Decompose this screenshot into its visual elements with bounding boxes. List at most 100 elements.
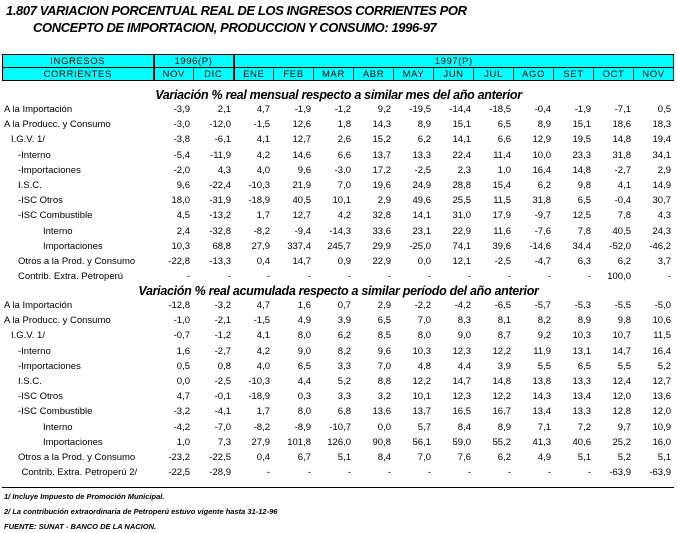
cell-value: 25,5 [452,195,472,207]
cell-value: 16,4 [652,345,672,357]
cell-value: 14,8 [572,164,592,176]
cell-value: -9,4 [294,225,311,237]
cell-value: 4,9 [537,451,551,463]
cell-value: -5,7 [534,300,551,311]
cell-value: 4,0 [256,360,270,372]
cell-value: -0,1 [214,391,231,403]
cell-value: 4,3 [657,210,671,222]
cell-value: 4,8 [417,360,431,372]
cell-value: 5,5 [617,360,631,372]
cell-value: 12,8 [612,406,632,418]
cell-value: 0,4 [256,451,270,463]
cell-value: -3,8 [173,134,190,146]
cell-value: 337,4 [287,240,311,252]
cell-value: 7,8 [577,225,591,237]
cell-value: -11,9 [210,149,231,161]
cell-value: 18,6 [612,119,632,131]
cell-value: 10,6 [652,315,672,327]
cell-value: 11,6 [493,225,511,237]
cell-value: 13,3 [572,406,592,418]
cell-value: 13,8 [532,375,552,387]
cell-value: 0,7 [337,300,351,311]
cell-value: 6,6 [337,149,351,161]
cell-value: 8,1 [497,315,511,327]
cell-value: 1,0 [497,164,511,176]
cell-value: 8,7 [497,330,511,342]
cell-value: 9,2 [537,330,551,342]
cell-value: 4,3 [217,164,231,176]
cell-value: -1,2 [214,330,231,342]
cell-value: - [307,271,311,283]
cell-value: 6,8 [337,406,351,418]
cell-value: 12,5 [572,210,592,222]
row-label: A la Producc. y Consumo [4,119,111,131]
cell-value: 24,3 [652,225,672,237]
row-label: I.S.C. [18,179,42,191]
cell-value: 12,3 [452,345,472,357]
footnote-1: 1/ Incluye Impuesto de Promoción Municip… [4,492,165,501]
cell-value: 34,4 [572,240,592,252]
cell-value: 15,1 [572,119,592,131]
cell-value: 23,3 [572,149,592,161]
cell-value: 12,3 [452,391,472,403]
title-line-1: 1.807 VARIACION PORCENTUAL REAL DE LOS I… [6,3,467,18]
cell-value: 4,5 [176,210,190,222]
cell-value: 16,5 [452,406,472,418]
source-note: FUENTE: SUNAT - BANCO DE LA NACION. [4,522,157,531]
cell-value: -0,4 [614,195,631,207]
cell-value: -8,9 [294,421,311,433]
cell-value: 18,3 [652,119,672,131]
cell-value: - [266,271,270,283]
cell-value: 16,7 [492,406,512,418]
cell-value: 6,2 [617,255,631,267]
cell-value: 14,8 [492,375,512,387]
cell-value: -22,4 [209,179,231,191]
row-label: Interno [43,225,73,237]
cell-value: 11,4 [493,149,511,161]
cell-value: - [387,271,391,283]
cell-value: 4,4 [457,360,471,372]
cell-value: 0,8 [217,360,231,372]
section-rows-mensual: A la Importación -3,9 2,1 4,7 -1,9 -1,2 9,2 -19… [0,102,677,284]
cell-value: -5,5 [614,300,631,311]
cell-value: 5,2 [617,451,631,463]
cell-value: 55,2 [492,436,512,448]
cell-value: 9,6 [377,345,391,357]
row-label: A la Importación [4,300,73,311]
cell-value: 14,7 [292,255,312,267]
cell-value: 9,7 [617,421,631,433]
cell-value: 8,9 [577,315,591,327]
cell-value: - [427,467,431,479]
cell-value: 5,1 [657,451,671,463]
cell-value: 9,0 [297,345,311,357]
cell-value: 6,6 [497,134,511,146]
cell-value: 40,5 [292,195,312,207]
section-rows-acumulada: A la Importación -12,8 -3,2 4,7 1,6 0,7 2,9 -2,… [0,298,677,480]
cell-value: 4,1 [617,179,631,191]
cell-value: - [307,467,311,479]
cell-value: 14,6 [292,149,312,161]
cell-value: 6,5 [297,360,311,372]
header-month: ABR [353,67,394,81]
cell-value: 2,9 [657,164,671,176]
header-month: JUN [433,67,474,81]
row-label: -Importaciones [18,360,81,372]
cell-value: 6,3 [577,255,591,267]
cell-value: 0,5 [176,360,190,372]
table-row: I.G.V. 1/ -3,8 -6,1 4,1 12,7 2,6 15,2 6,2 14,1 6,… [0,132,677,147]
cell-value: - [547,271,551,283]
cell-value: -2,0 [173,164,190,176]
cell-value: 27,9 [251,436,271,448]
header-month: MAR [313,67,354,81]
cell-value: -18,9 [248,391,270,403]
cell-value: 8,9 [537,119,551,131]
cell-value: -2,5 [214,375,231,387]
header-month: FEB [273,67,314,81]
cell-value: -5,3 [574,300,591,311]
table-row: A la Importación -3,9 2,1 4,7 -1,9 -1,2 9,2 -19… [0,102,677,117]
cell-value: 9,0 [457,330,471,342]
cell-value: -2,7 [614,164,631,176]
cell-value: 2,4 [176,225,190,237]
cell-value: 6,2 [337,330,351,342]
cell-value: 40,6 [572,436,592,448]
